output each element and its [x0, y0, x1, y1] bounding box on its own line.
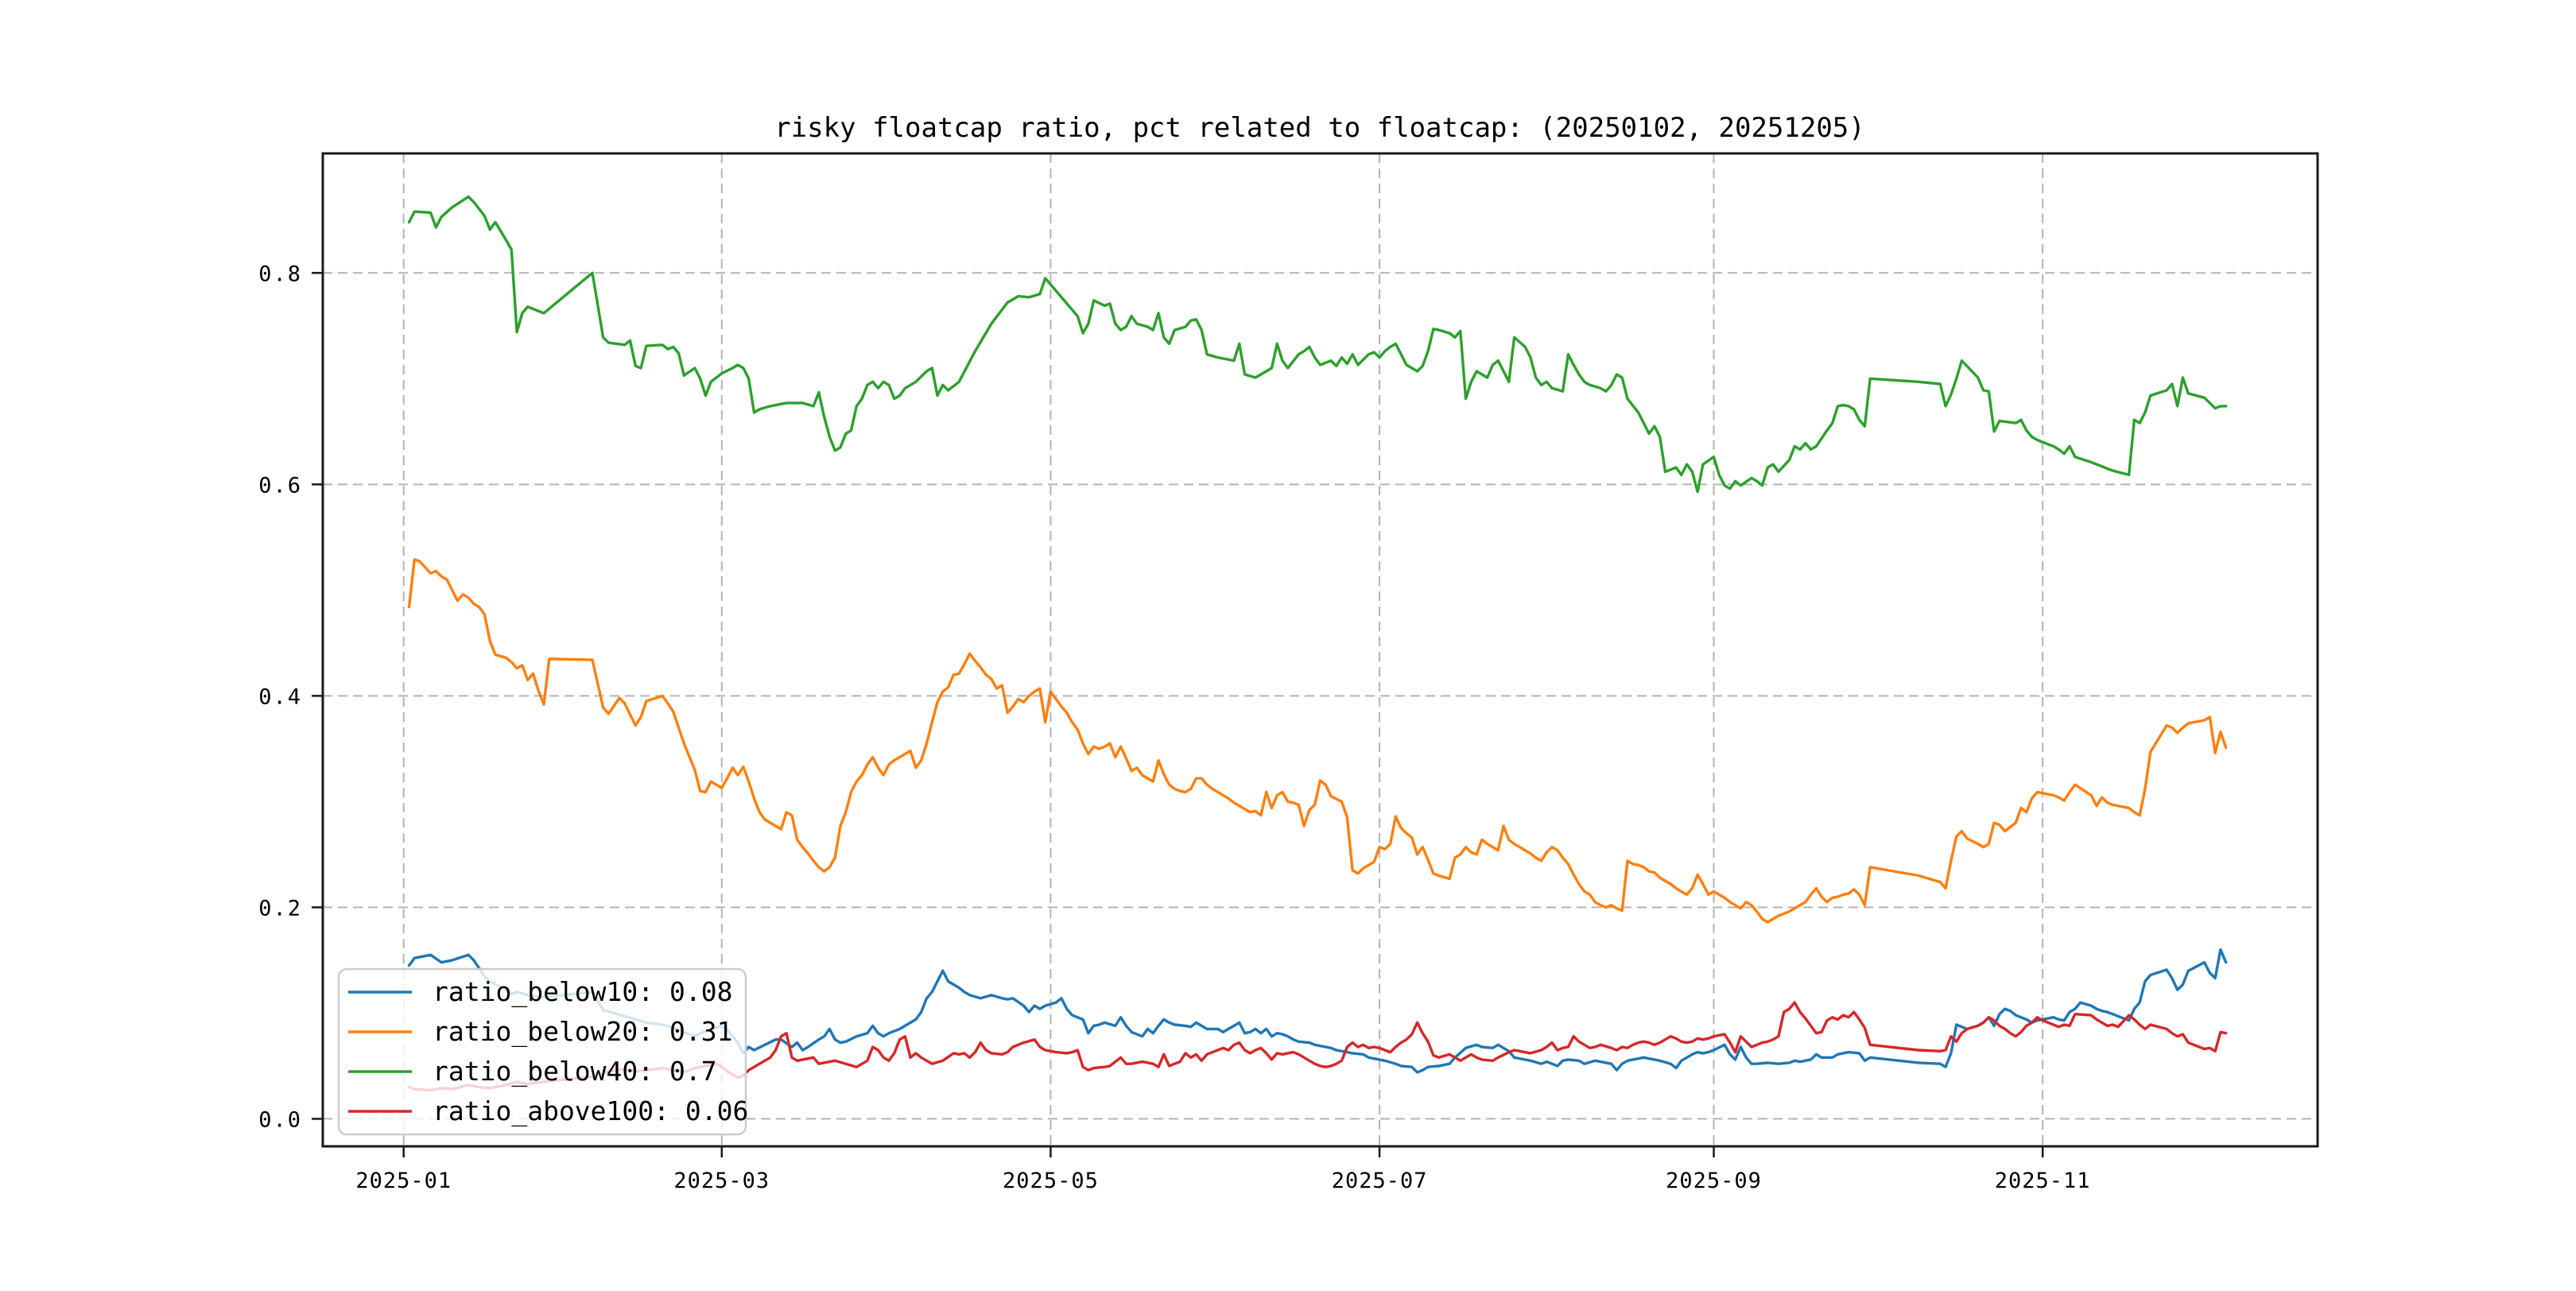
- x-tick-label: 2025-07: [1332, 1169, 1428, 1193]
- legend-label-ratio_above100: ratio_above100: 0.06: [433, 1095, 748, 1127]
- x-tick-label: 2025-03: [673, 1169, 770, 1193]
- y-tick-label: 0.4: [258, 684, 302, 709]
- legend-item-ratio_below20[interactable]: ratio_below20: 0.31: [348, 1016, 733, 1048]
- legend-label-ratio_below20: ratio_below20: 0.31: [433, 1016, 733, 1048]
- x-tick-label: 2025-05: [1003, 1169, 1099, 1193]
- legend-item-ratio_below10[interactable]: ratio_below10: 0.08: [348, 976, 733, 1008]
- axes: [312, 152, 2319, 1157]
- series-line-ratio_above100: [407, 1001, 2228, 1092]
- legend-box: [337, 967, 747, 1136]
- plot-frame: [321, 152, 2319, 1148]
- y-tick-label: 0.6: [258, 473, 302, 498]
- series-line-ratio_below40: [407, 195, 2228, 494]
- chart-title: risky floatcap ratio, pct related to flo…: [774, 112, 1864, 144]
- x-tick-label: 2025-09: [1666, 1169, 1762, 1193]
- legend-label-ratio_below40: ratio_below40: 0.7: [433, 1056, 717, 1087]
- y-tick-label: 0.0: [258, 1107, 302, 1132]
- legend-item-ratio_above100[interactable]: ratio_above100: 0.06: [348, 1095, 748, 1127]
- legend-label-ratio_below10: ratio_below10: 0.08: [433, 976, 733, 1008]
- y-tick-label: 0.8: [258, 262, 302, 286]
- series-lines: [407, 195, 2228, 1092]
- legend-item-ratio_below40[interactable]: ratio_below40: 0.7: [348, 1056, 717, 1087]
- tick-labels: 0.0 0.2 0.4 0.6 0.8 2025-01 2025-03 2025-05 2025…: [258, 262, 2091, 1193]
- x-tick-label: 2025-01: [355, 1169, 452, 1193]
- legend[interactable]: ratio_below10: 0.08 ratio_below20: 0.31 ra…: [337, 967, 748, 1136]
- x-tick-label: 2025-11: [1995, 1169, 2091, 1193]
- y-tick-label: 0.2: [258, 896, 302, 921]
- gridlines: [323, 153, 2318, 1146]
- series-line-ratio_below10: [407, 948, 2228, 1074]
- series-line-ratio_below20: [407, 558, 2228, 924]
